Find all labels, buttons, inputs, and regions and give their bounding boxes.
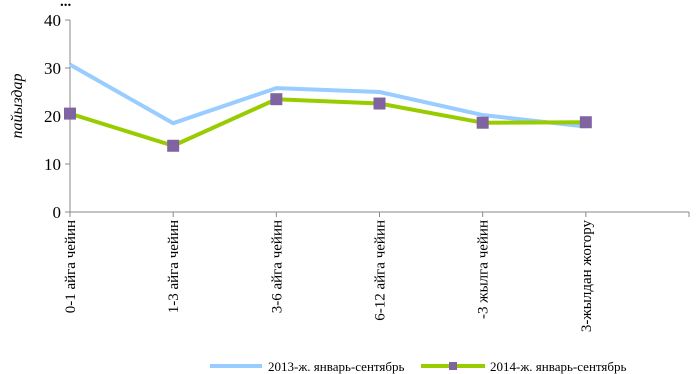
y-axis-title-group: пайыздар [9, 74, 26, 139]
y-tick-label: 40 [44, 11, 61, 30]
x-tick-label: 0-1 айга чейин [63, 220, 79, 313]
legend-marker [449, 362, 457, 370]
data-point-marker [64, 107, 76, 120]
legend-label: 2013-ж. январь-сентябрь [268, 359, 405, 374]
legend-label: 2014-ж. январь-сентябрь [490, 359, 627, 374]
chart-title-fragment: ... [60, 0, 72, 10]
y-tick-label: 20 [44, 107, 61, 126]
x-tick-label: 3-6 айга чейин [269, 220, 285, 313]
axes: 0 10 20 30 40 0-1 айга чейин 1-3 айга чейин 3-6… [44, 11, 690, 333]
y-tick-label: 30 [44, 59, 61, 78]
y-axis-title: пайыздар [9, 74, 26, 139]
legend-item-1: 2013-ж. январь-сентябрь [210, 359, 405, 374]
y-tick-label: 0 [53, 203, 62, 222]
data-point-marker [373, 97, 386, 110]
data-point-marker [270, 93, 283, 106]
legend: 2013-ж. январь-сентябрь 2014-ж. январь-се… [210, 359, 627, 374]
x-tick-label: 1-3 айга чейин [166, 220, 182, 313]
x-tick-label: 6-12 айга чейин [373, 220, 389, 321]
data-point-marker [167, 139, 180, 152]
series-line-1 [69, 62, 587, 129]
y-tick-label: 10 [44, 155, 61, 174]
x-tick-label: 3-жылдан жогору [579, 220, 595, 333]
data-point-marker [476, 116, 489, 129]
series-line-2 [69, 97, 586, 148]
series-layer [64, 62, 592, 152]
data-point-marker [579, 116, 592, 129]
legend-item-2: 2014-ж. январь-сентябрь [421, 359, 627, 374]
x-tick-label: -3 жылга чейин [476, 220, 492, 319]
